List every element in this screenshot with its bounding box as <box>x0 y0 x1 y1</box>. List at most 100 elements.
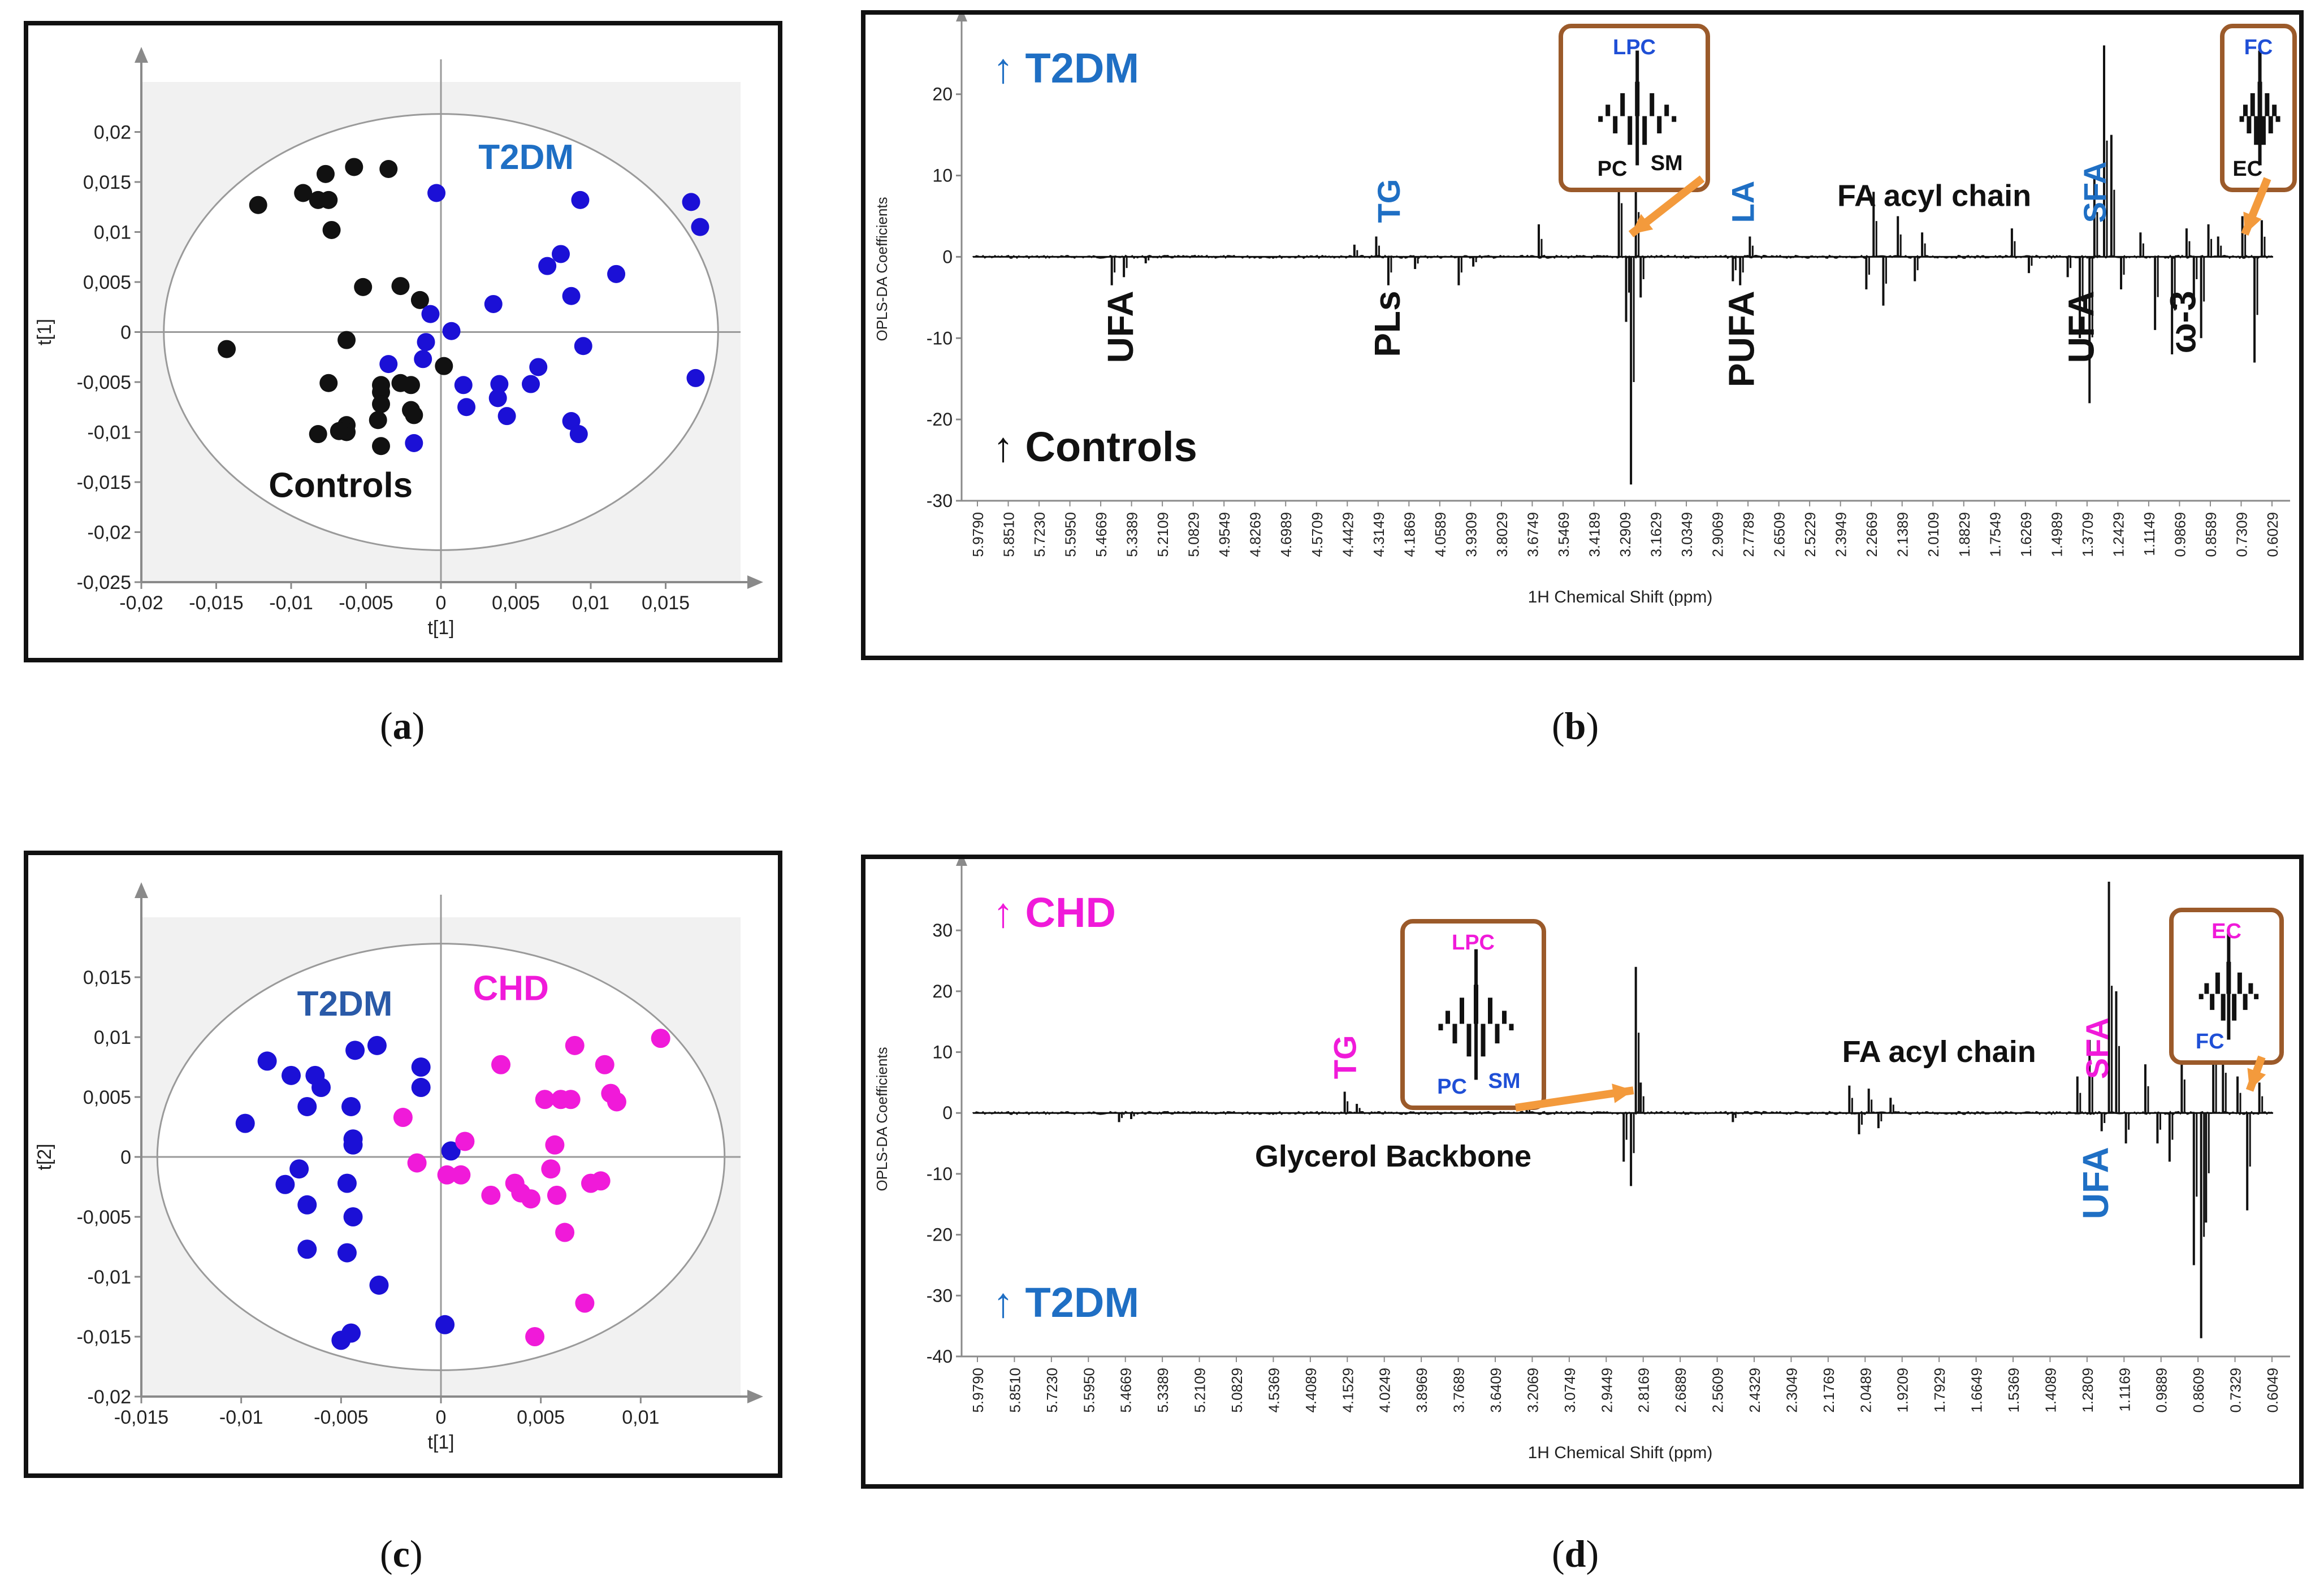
x-tick-label: 3.6409 <box>1487 1368 1504 1413</box>
chart-d-svg: 30 20 10 0 -10 -20 -30 -40 OPLS-DA Coefficients 5… <box>873 859 2290 1462</box>
inset-label-sm: SM <box>1651 151 1683 175</box>
x-tick-label: 3.0749 <box>1561 1368 1578 1413</box>
group-label-controls: Controls <box>269 466 413 505</box>
inset-label-pc: PC <box>1437 1075 1467 1099</box>
x-tick-label: 0,01 <box>622 1407 659 1428</box>
y-axis-arrow <box>135 882 148 898</box>
point-t2dm <box>297 1239 317 1259</box>
y-axis-arrow <box>135 47 148 63</box>
point-t2dm <box>607 265 626 283</box>
point-chd <box>541 1159 561 1179</box>
x-tick-label: 5.0829 <box>1228 1368 1245 1413</box>
point-controls <box>369 411 387 430</box>
point-t2dm <box>552 245 570 263</box>
point-chd <box>451 1165 471 1185</box>
x-tick-label: -0,01 <box>219 1407 263 1428</box>
group-label-bottom: ↑ Controls <box>993 423 1197 470</box>
x-tick-label: 1.4989 <box>2048 512 2065 557</box>
x-axis-label: 1H Chemical Shift (ppm) <box>1528 1443 1713 1462</box>
x-tick-label: 4.8269 <box>1247 512 1264 557</box>
x-tick-label: 4.1529 <box>1339 1368 1356 1413</box>
point-t2dm <box>488 389 507 407</box>
inset-label-pc: PC <box>1598 157 1628 181</box>
point-chd <box>565 1035 585 1055</box>
inset-box <box>1400 919 1546 1110</box>
x-tick-label: 2.5609 <box>1710 1368 1726 1413</box>
y-tick-label: 30 <box>932 920 953 940</box>
point-controls <box>218 340 236 358</box>
annotation-la: LA <box>1725 181 1761 223</box>
point-chd <box>393 1108 413 1128</box>
point-t2dm <box>369 1275 389 1295</box>
annotation-pufa: PUFA <box>1721 291 1762 387</box>
point-t2dm <box>343 1207 363 1226</box>
point-chd <box>651 1029 670 1048</box>
x-axis-arrow <box>747 1390 763 1403</box>
y-tick-label: 0,005 <box>83 272 131 293</box>
x-tick-label: 4.0249 <box>1377 1368 1393 1413</box>
annotation--3: ω-3 <box>2163 291 2204 353</box>
x-tick-label: 1.5369 <box>2005 1368 2022 1413</box>
x-tick-label: 1.2809 <box>2079 1368 2096 1413</box>
point-t2dm <box>343 1135 363 1155</box>
point-t2dm <box>411 1078 431 1098</box>
x-tick-label: 3.0349 <box>1678 512 1695 557</box>
x-tick-label: 2.4329 <box>1746 1368 1763 1413</box>
y-tick-label: -0,01 <box>88 1267 132 1288</box>
y-axis-arrow <box>956 15 967 21</box>
point-t2dm <box>275 1174 295 1194</box>
x-tick-label: 1.1169 <box>2116 1368 2133 1412</box>
x-axis-label: 1H Chemical Shift (ppm) <box>1528 588 1713 606</box>
point-chd <box>547 1185 566 1205</box>
annotation-tg: TG <box>1327 1035 1363 1079</box>
x-tick-label: 4.3149 <box>1370 512 1387 557</box>
point-t2dm <box>235 1113 255 1133</box>
point-t2dm <box>435 1315 455 1334</box>
inset-arrow-head <box>2243 211 2262 235</box>
x-tick-label: 5.9790 <box>970 1368 986 1413</box>
y-tick-label: 0,015 <box>83 172 131 193</box>
inset-label-sm: SM <box>1488 1069 1521 1093</box>
x-tick-label: 3.1629 <box>1648 512 1665 557</box>
x-tick-label: 2.6509 <box>1771 512 1788 557</box>
y-tick-label: 0,005 <box>83 1087 131 1108</box>
panel-b: 20 10 0 -10 -20 -30 OPLS-DA Coefficients 5.9790… <box>861 10 2304 660</box>
point-t2dm <box>682 193 700 211</box>
point-t2dm <box>345 1041 365 1060</box>
point-t2dm <box>341 1323 361 1343</box>
point-controls <box>402 376 420 395</box>
x-tick-label: 0.8589 <box>2202 512 2219 557</box>
x-tick-label: 4.4089 <box>1302 1368 1319 1413</box>
x-tick-label: 1.7929 <box>1931 1368 1948 1413</box>
inset-label-lpc: LPC <box>1613 36 1656 59</box>
panel-a: -0,02 -0,015 -0,01 -0,005 0 0,005 0,01 0,015 0,0… <box>24 21 782 662</box>
x-tick-label: 2.3949 <box>1833 512 1850 557</box>
point-chd <box>607 1092 626 1112</box>
caption-b: (b) <box>1552 704 1599 747</box>
x-tick-label: 0,01 <box>572 592 609 614</box>
x-tick-label: -0,015 <box>189 592 243 614</box>
point-controls <box>410 291 429 309</box>
x-tick-label: 0.7329 <box>2227 1368 2244 1413</box>
annotation-fa-acyl-chain: FA acyl chain <box>1837 179 2031 213</box>
x-tick-label: 2.3049 <box>1783 1368 1800 1413</box>
point-controls <box>319 190 338 209</box>
x-tick-label: -0,005 <box>339 592 393 614</box>
inset-label-fc: FC <box>2196 1030 2225 1054</box>
point-chd <box>491 1055 510 1074</box>
chart-a-svg: -0,02 -0,015 -0,01 -0,005 0 0,005 0,01 0,015 0,0… <box>34 47 763 639</box>
x-tick-label: 4.4429 <box>1339 512 1356 557</box>
x-tick-label: 5.7230 <box>1031 512 1048 557</box>
y-tick-label: 0 <box>942 1103 953 1123</box>
point-t2dm <box>417 333 435 352</box>
x-tick-label: 5.7230 <box>1044 1368 1061 1413</box>
y-tick-label: -0,005 <box>77 1207 131 1228</box>
y-tick-label: -10 <box>927 328 953 348</box>
point-chd <box>595 1055 614 1074</box>
y-tick-label: -20 <box>927 1225 953 1245</box>
point-t2dm <box>538 257 557 275</box>
point-t2dm <box>367 1035 387 1055</box>
x-tick-label: 5.5950 <box>1080 1368 1097 1413</box>
point-t2dm <box>297 1195 317 1215</box>
y-axis-label: t[1] <box>34 319 55 345</box>
